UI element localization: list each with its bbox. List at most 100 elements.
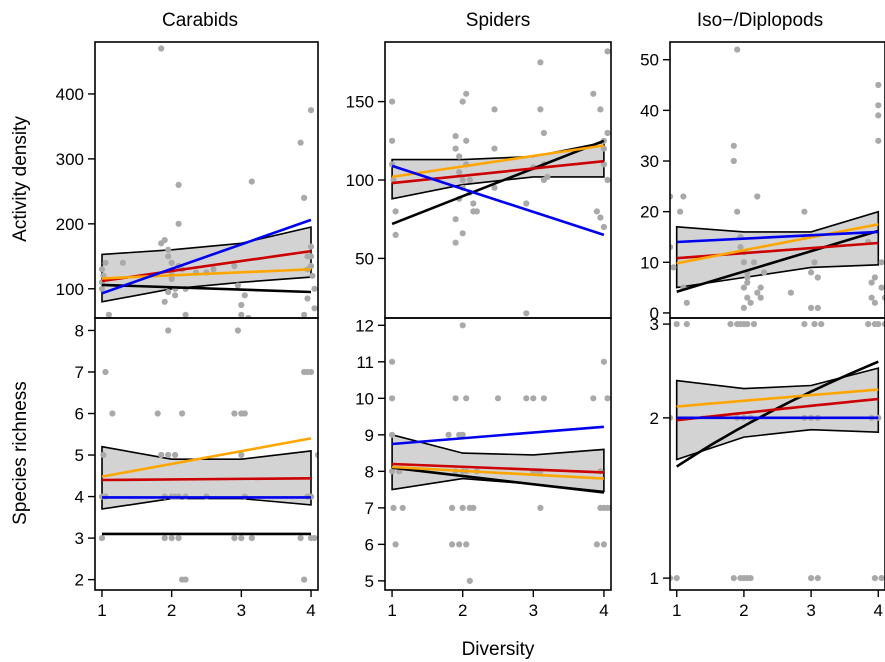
data-point bbox=[604, 129, 611, 137]
y-tick-label: 7 bbox=[365, 499, 374, 518]
y-tick-label: 30 bbox=[640, 152, 659, 171]
y-tick-label: 50 bbox=[640, 51, 659, 70]
trend-line-red bbox=[101, 477, 312, 482]
y-tick-label: 2 bbox=[650, 409, 659, 428]
data-point bbox=[248, 535, 255, 542]
data-point bbox=[389, 98, 396, 105]
data-point bbox=[307, 253, 315, 260]
trend-line-blue bbox=[391, 164, 605, 237]
data-point bbox=[459, 322, 466, 329]
data-point bbox=[172, 451, 179, 459]
data-point bbox=[463, 395, 470, 402]
data-point bbox=[168, 535, 175, 542]
data-point bbox=[470, 504, 477, 511]
data-point bbox=[814, 304, 821, 311]
row-titles: Activity density Species richness bbox=[10, 116, 31, 525]
y-tick-label: 3 bbox=[650, 315, 659, 334]
y-tick-label: 6 bbox=[75, 405, 84, 424]
data-point bbox=[301, 311, 308, 318]
data-point bbox=[604, 176, 611, 184]
data-point bbox=[179, 410, 186, 417]
data-point bbox=[673, 575, 680, 582]
data-point bbox=[158, 451, 165, 459]
data-point bbox=[161, 298, 168, 305]
data-point bbox=[392, 541, 399, 548]
data-point bbox=[165, 327, 172, 334]
y-tick-label: 11 bbox=[356, 353, 374, 372]
y-tick-label: 400 bbox=[56, 85, 84, 104]
data-point bbox=[241, 292, 248, 299]
trend-line-red bbox=[392, 462, 604, 474]
y-tick-label: 8 bbox=[365, 462, 374, 481]
data-point bbox=[604, 48, 611, 55]
trend-line-orange bbox=[101, 437, 312, 478]
data-point bbox=[868, 294, 875, 301]
data-point bbox=[449, 504, 456, 511]
data-point bbox=[231, 535, 238, 542]
data-point bbox=[473, 208, 480, 215]
points-group bbox=[670, 46, 885, 311]
data-point bbox=[463, 541, 470, 548]
data-point bbox=[600, 145, 608, 152]
data-point bbox=[491, 184, 498, 191]
data-point bbox=[787, 289, 795, 296]
data-point bbox=[537, 59, 544, 66]
data-point bbox=[452, 395, 459, 402]
data-point bbox=[463, 137, 470, 144]
x-tick-label: 1 bbox=[97, 601, 106, 620]
trend-line-orange bbox=[391, 144, 605, 179]
data-point bbox=[593, 208, 601, 215]
data-point bbox=[304, 295, 311, 302]
y-tick-label: 300 bbox=[56, 150, 84, 169]
data-point bbox=[470, 200, 477, 207]
data-point bbox=[301, 194, 308, 201]
data-point bbox=[102, 259, 109, 266]
trend-line-orange bbox=[101, 268, 312, 280]
panel-isodiplo-activity: 0 10 20 30 40 50 bbox=[640, 41, 885, 323]
data-point bbox=[808, 575, 815, 582]
data-point bbox=[168, 259, 175, 266]
panel-frame bbox=[669, 317, 885, 591]
data-point bbox=[459, 230, 466, 237]
data-point bbox=[466, 176, 473, 184]
data-point bbox=[757, 284, 764, 291]
data-point bbox=[590, 395, 597, 402]
data-point bbox=[600, 161, 608, 168]
data-point bbox=[307, 243, 315, 250]
data-point bbox=[875, 137, 882, 144]
data-point bbox=[670, 264, 677, 271]
data-point bbox=[537, 504, 544, 511]
data-point bbox=[683, 299, 690, 306]
x-tick-label: 3 bbox=[529, 601, 538, 620]
data-point bbox=[808, 269, 815, 276]
data-point bbox=[182, 576, 189, 583]
data-point bbox=[740, 304, 748, 311]
column-title-carabids: Carabids bbox=[162, 10, 238, 31]
data-point bbox=[811, 259, 818, 266]
y-tick-label: 4 bbox=[75, 488, 84, 507]
trend-lines bbox=[676, 223, 879, 293]
data-point bbox=[158, 45, 165, 52]
y-tick-label: 5 bbox=[75, 446, 84, 465]
data-point bbox=[154, 410, 161, 417]
trend-line-blue bbox=[391, 425, 605, 446]
panel-frame bbox=[94, 317, 319, 591]
data-point bbox=[311, 285, 318, 292]
x-tick-label: 1 bbox=[672, 601, 681, 620]
data-point bbox=[727, 321, 734, 328]
data-point bbox=[811, 321, 818, 328]
data-point bbox=[389, 431, 396, 438]
trend-line-orange bbox=[676, 388, 879, 408]
y-tick-label: 6 bbox=[365, 535, 374, 554]
x-axis-title: Diversity bbox=[462, 639, 535, 660]
data-point bbox=[683, 321, 690, 328]
trend-line-red bbox=[391, 159, 605, 185]
data-point bbox=[165, 246, 172, 253]
data-point bbox=[818, 321, 825, 328]
y-tick-label: 20 bbox=[640, 203, 659, 222]
trend-line-orange bbox=[392, 465, 604, 480]
